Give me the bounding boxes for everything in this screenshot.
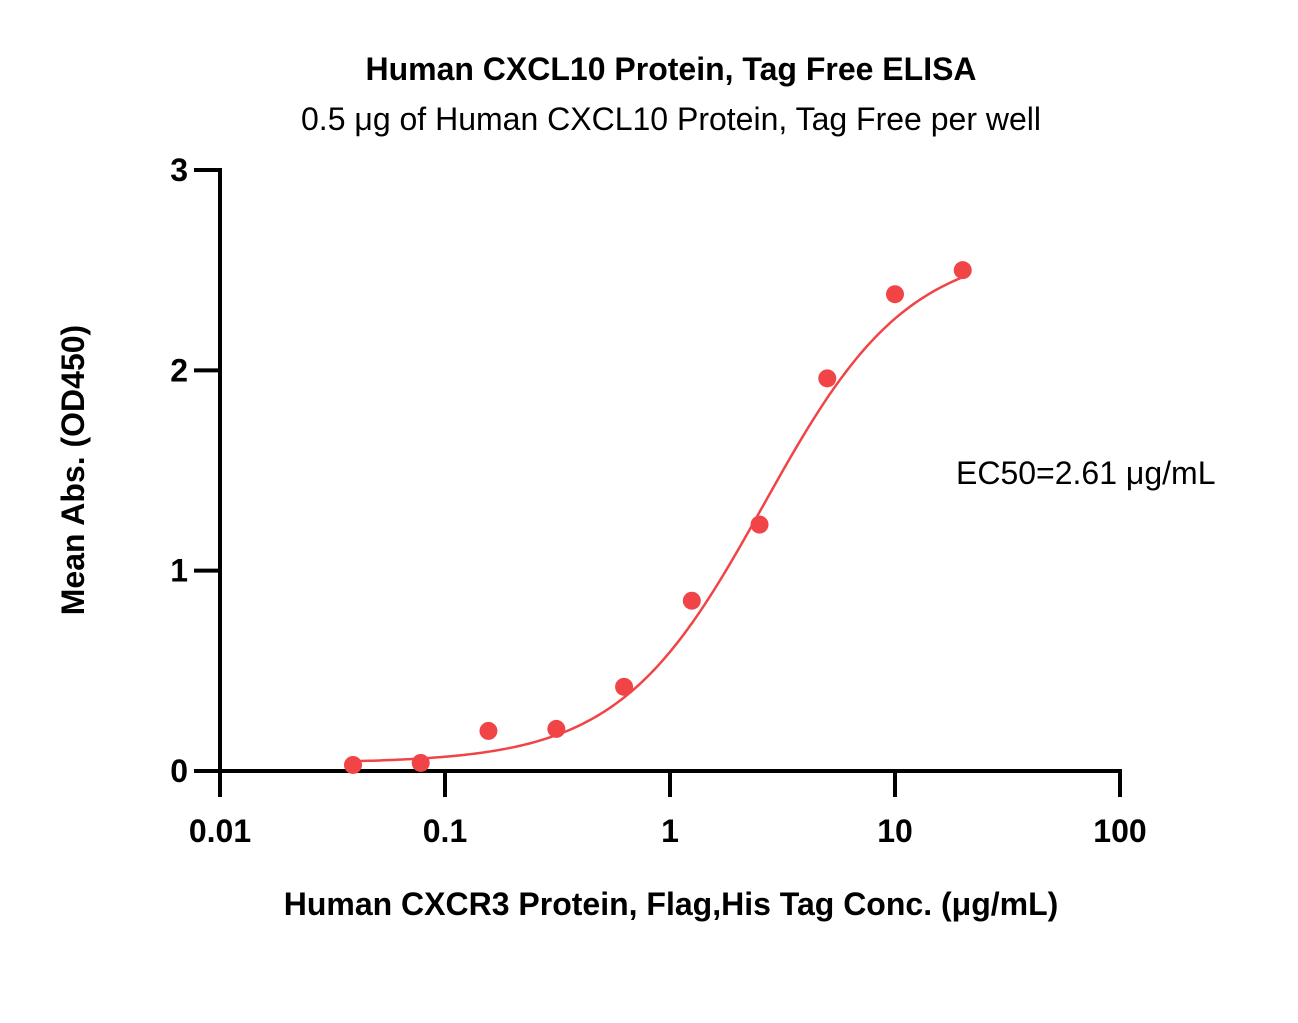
x-axis-label: Human CXCR3 Protein, Flag,His Tag Conc. … [284,886,1059,922]
data-point [886,285,904,304]
data-point [411,753,430,772]
data-point [818,369,837,388]
x-tick-label: 0.1 [423,813,467,849]
chart-subtitle: 0.5 μg of Human CXCL10 Protein, Tag Free… [301,101,1041,137]
x-axis-ticks: 0.01 0.1 1 10 100 [189,771,1147,849]
y-tick-label: 1 [170,553,188,589]
data-point [479,721,498,740]
chart-title: Human CXCL10 Protein, Tag Free ELISA [365,51,976,87]
data-point [682,591,701,610]
x-tick-label: 0.01 [189,813,251,849]
data-points [343,261,972,774]
data-point [615,677,634,696]
x-tick-label: 1 [661,813,679,849]
y-tick-label: 3 [170,152,188,188]
x-tick-label: 100 [1093,813,1146,849]
plot-area: 0 1 2 3 0.01 0.1 1 10 100 [170,152,1146,849]
y-tick-label: 0 [170,753,188,789]
data-point [547,719,566,738]
y-axis-label: Mean Abs. (OD450) [55,325,91,615]
ec50-annotation: EC50=2.61 μg/mL [956,455,1215,491]
data-point [750,515,769,534]
data-point [343,755,362,774]
y-tick-label: 2 [170,352,188,388]
y-axis-ticks: 0 1 2 3 [170,152,220,789]
x-tick-label: 10 [877,813,913,849]
fit-curve-line [352,276,964,763]
data-point [953,261,972,280]
